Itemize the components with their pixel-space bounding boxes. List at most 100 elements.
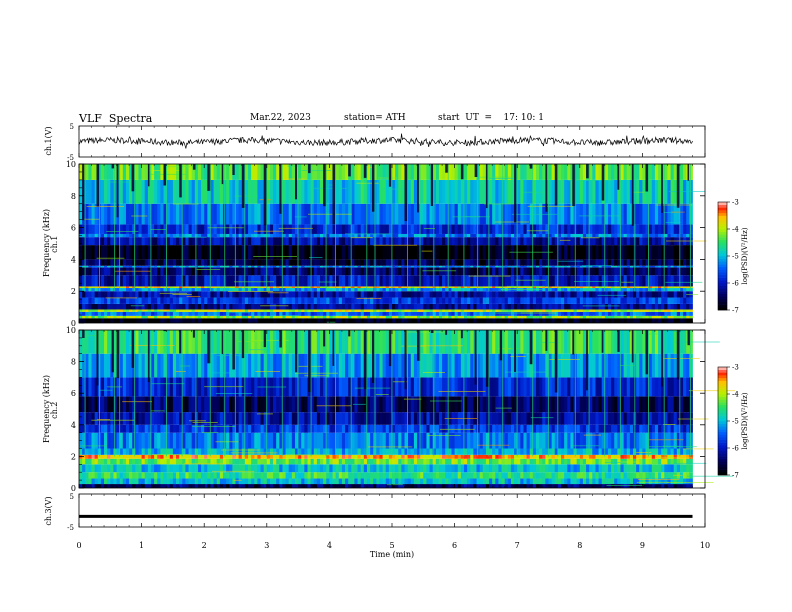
spectrogram-cell xyxy=(273,311,277,316)
spectrogram-cell xyxy=(451,259,455,266)
spectrogram-cell xyxy=(442,164,446,180)
spectrogram-cell xyxy=(620,237,625,246)
spectrogram-cell xyxy=(664,303,668,310)
spectrogram-cell xyxy=(288,265,293,268)
spectrogram-cell xyxy=(607,478,612,485)
spectrogram-cell xyxy=(423,237,427,246)
spectrogram-cell xyxy=(263,265,268,268)
spectrogram-cell xyxy=(351,484,355,488)
spectrogram-cell xyxy=(313,286,318,289)
spectrogram-cell xyxy=(91,291,96,298)
spectrogram-cell xyxy=(676,267,681,276)
spectrogram-cell xyxy=(144,164,149,180)
spectrogram-cell xyxy=(586,275,590,287)
spectrogram-cell xyxy=(426,311,430,316)
spectrogram-cell xyxy=(576,179,581,204)
spectrogram-cell xyxy=(501,286,506,289)
spectrogram-cell xyxy=(169,275,174,287)
spectrogram-cell xyxy=(451,265,455,268)
spectrogram-cell xyxy=(273,303,277,310)
spectrogram-cell xyxy=(498,311,502,316)
spectrogram-cell xyxy=(432,237,437,246)
spectrogram-cell xyxy=(476,291,481,298)
spectrogram-cell xyxy=(166,179,171,204)
spectrogram-cell xyxy=(651,286,656,289)
spectrogram-cell xyxy=(423,259,427,266)
spectrogram-cell xyxy=(197,233,202,238)
spectrogram-cell xyxy=(125,237,130,246)
spectrogram-cell xyxy=(260,259,265,266)
spectrogram-cell xyxy=(526,478,531,485)
spectrogram-cell xyxy=(316,259,321,266)
spectrogram-cell xyxy=(651,309,656,312)
spectrogram-cell xyxy=(154,275,158,287)
spectrogram-cell xyxy=(554,472,559,479)
spectrogram-cell xyxy=(395,233,399,238)
spectrogram-streak xyxy=(159,292,187,294)
spectrogram-cell xyxy=(479,311,484,316)
spectrogram-cell xyxy=(658,203,662,225)
spectrogram-cell xyxy=(129,286,133,289)
spectrogram-cell xyxy=(138,297,142,304)
spectrogram-cell xyxy=(479,478,484,485)
sferic-dark-stripe xyxy=(116,164,119,218)
spectrogram-cell xyxy=(382,303,387,310)
spectrogram-cell xyxy=(639,259,643,266)
spectrogram-cell xyxy=(448,291,452,298)
spectrogram-cell xyxy=(138,484,142,488)
spectrogram-cell xyxy=(238,203,243,225)
spectrogram-cell xyxy=(157,478,161,485)
spectrogram-cell xyxy=(601,267,606,276)
spectrogram-cell xyxy=(122,233,127,238)
spectrogram-cell xyxy=(179,297,183,304)
spectrogram-cell xyxy=(332,245,337,260)
spectrogram-cell xyxy=(454,233,459,238)
spectrogram-cell xyxy=(388,478,393,485)
spectrogram-cell xyxy=(254,267,258,276)
spectrogram-cell xyxy=(285,259,290,266)
spectrogram-cell xyxy=(426,297,430,304)
spectrogram-cell xyxy=(269,265,274,268)
spectrogram-cell xyxy=(567,259,571,266)
spectrogram-cell xyxy=(288,233,293,238)
spectrogram-cell xyxy=(520,259,524,266)
spectrogram-cell xyxy=(85,297,89,304)
spectrogram-cell xyxy=(429,245,434,260)
spectrogram-cell xyxy=(539,315,543,319)
spectrogram-cell xyxy=(626,484,631,488)
spectrogram-cell xyxy=(235,179,240,204)
spectrogram-cell xyxy=(172,265,177,268)
spectrogram-cell xyxy=(445,309,449,312)
spectrogram-cell xyxy=(335,259,340,266)
spectrogram-cell xyxy=(595,259,599,266)
spectrogram-cell xyxy=(266,309,271,312)
spectrogram-cell xyxy=(360,318,365,323)
spectrogram-cell xyxy=(545,315,549,319)
spectrogram-cell xyxy=(366,318,371,323)
spectrogram-cell xyxy=(354,318,358,323)
spectrogram-cell xyxy=(670,478,675,485)
spectrogram-cell xyxy=(160,233,164,238)
spectrogram-cell xyxy=(122,478,127,485)
spectrogram-cell xyxy=(520,237,524,246)
spectrogram-cell xyxy=(244,237,249,246)
spectrogram-cell xyxy=(348,309,352,312)
spectrogram-cell xyxy=(629,203,634,225)
spectrogram-cell xyxy=(413,318,418,323)
spectrogram-cell xyxy=(191,318,196,323)
spectrogram-cell xyxy=(579,472,584,479)
spectrogram-cell xyxy=(435,472,440,479)
spectrogram-cell xyxy=(257,288,261,292)
spectrogram-cell xyxy=(310,224,315,234)
spectrogram-cell xyxy=(639,245,643,260)
spectrogram-cell xyxy=(451,179,455,204)
spectrogram-cell xyxy=(617,237,621,246)
spectrogram-cell xyxy=(370,311,374,316)
spectrogram-cell xyxy=(329,245,333,260)
spectrogram-cell xyxy=(279,472,283,479)
spectrogram-cell xyxy=(460,303,465,310)
spectrogram-cell xyxy=(201,245,205,260)
spectrogram-cell xyxy=(79,224,83,234)
spectrogram-cell xyxy=(507,267,512,276)
spectrogram-cell xyxy=(291,315,296,319)
